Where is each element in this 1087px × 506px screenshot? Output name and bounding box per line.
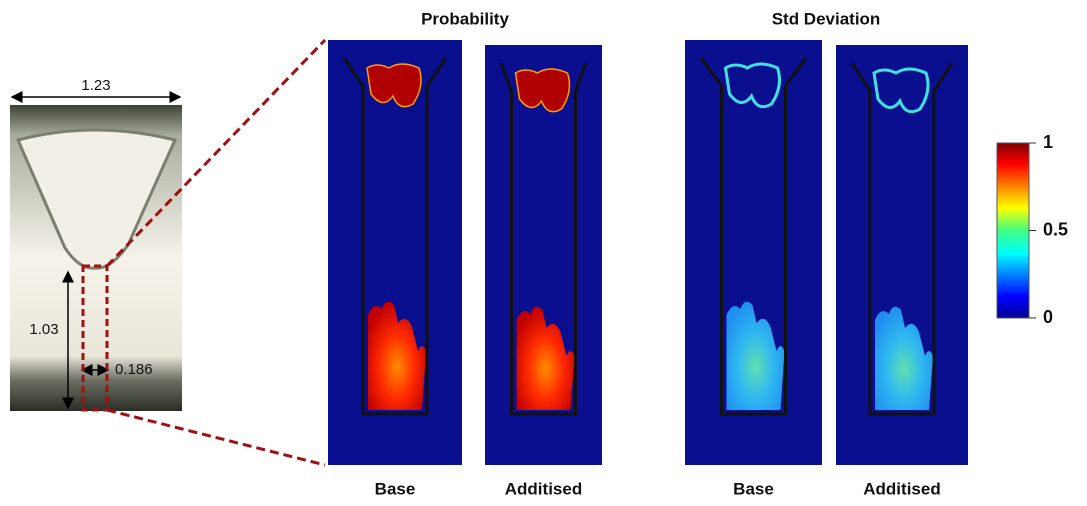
colorbar: 00.51 — [996, 132, 1068, 327]
panel-label: Base — [375, 479, 416, 498]
bottom-region — [875, 306, 933, 410]
panel — [685, 40, 822, 465]
photo: 1.23 1.03 0.186 — [10, 38, 327, 467]
top-region — [514, 68, 571, 113]
bottom-region — [368, 301, 426, 410]
panel — [836, 45, 968, 465]
group-title: Std Deviation — [772, 9, 881, 28]
bottom-region — [726, 301, 785, 410]
colorbar-tick-label: 1 — [1043, 132, 1053, 152]
top-region — [366, 63, 422, 108]
gap-label: 0.186 — [115, 361, 153, 378]
top-region — [872, 67, 930, 114]
width-label: 1.23 — [81, 77, 110, 94]
tube-outline — [699, 57, 808, 416]
colorbar-tick-label: 0 — [1043, 307, 1053, 327]
group-title: Probability — [421, 9, 509, 28]
tube-outline — [499, 62, 588, 416]
tube-outline — [850, 62, 954, 416]
colorbar-tick-label: 0.5 — [1043, 219, 1068, 239]
top-region — [723, 62, 781, 109]
panel-label: Additised — [505, 479, 582, 498]
panel-label: Base — [733, 479, 774, 498]
panel-label: Additised — [863, 479, 940, 498]
height-label: 1.03 — [29, 321, 58, 338]
bottom-region — [516, 306, 575, 410]
tube-outline — [342, 57, 448, 416]
panel — [485, 45, 602, 465]
panel — [328, 40, 462, 465]
